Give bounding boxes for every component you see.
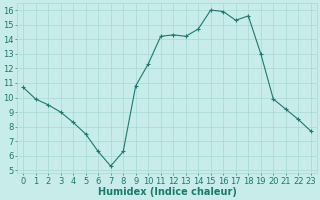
X-axis label: Humidex (Indice chaleur): Humidex (Indice chaleur) [98,187,236,197]
